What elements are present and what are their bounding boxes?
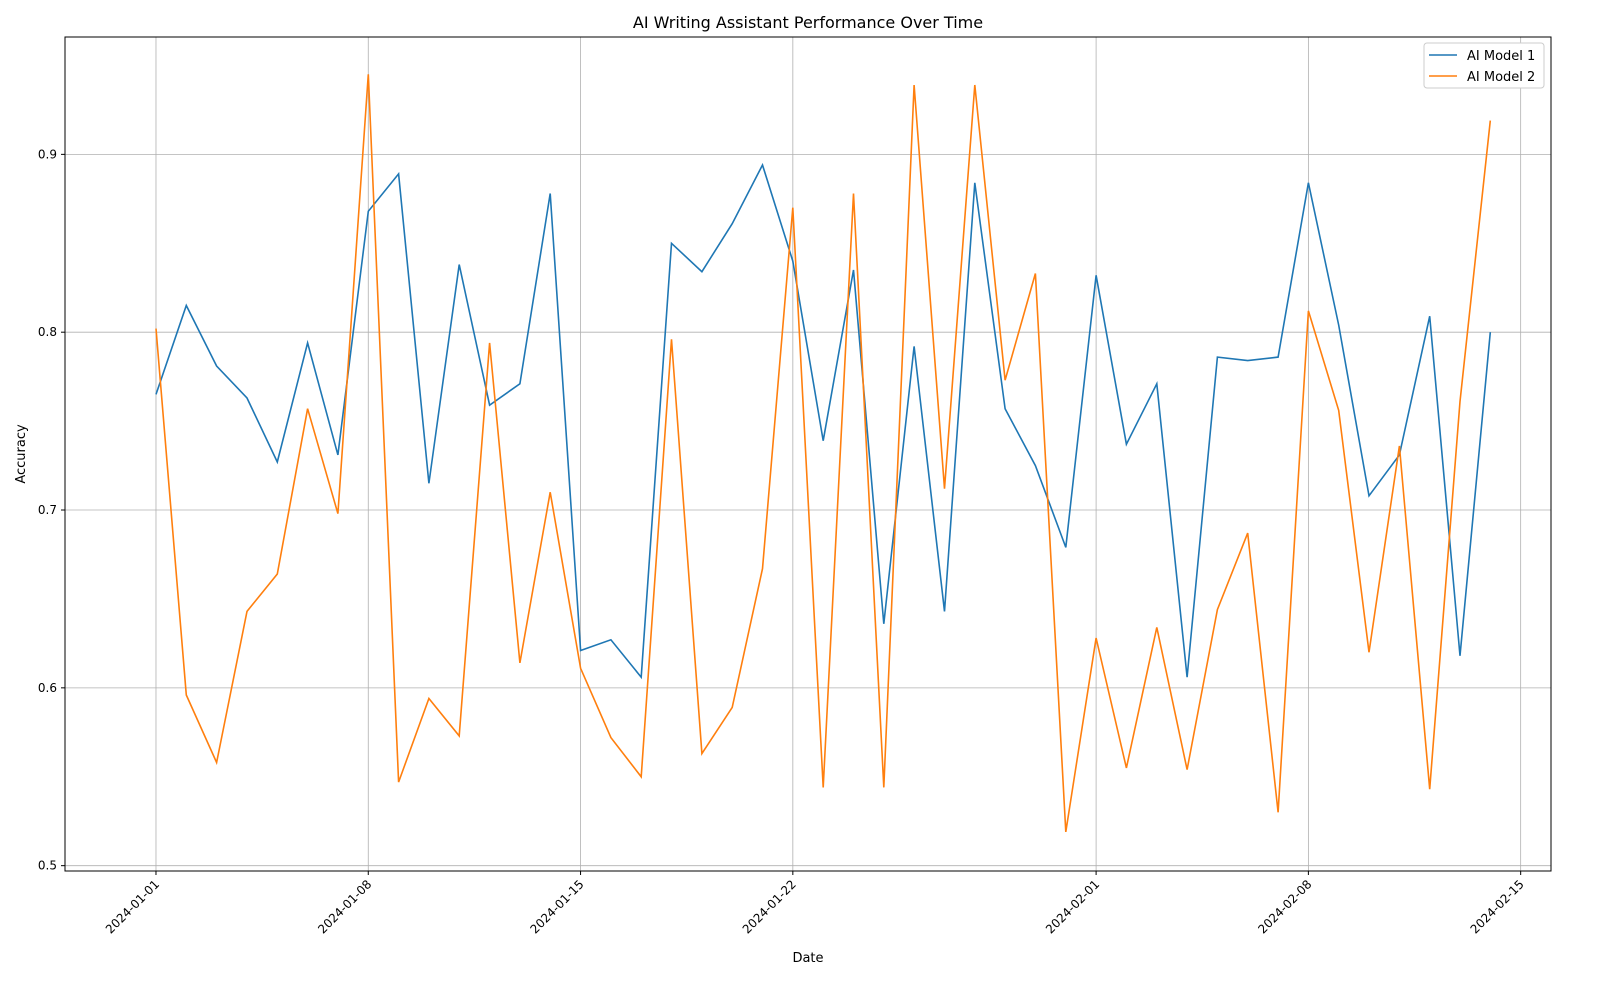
series-line-1: [155, 162, 1492, 680]
y-tick-label: 0.9: [38, 147, 57, 161]
y-axis-label: Accuracy: [14, 424, 29, 484]
y-tick-label: 0.5: [38, 859, 57, 873]
x-tick-label: 2024-02-15: [1468, 877, 1527, 936]
x-tick-label: 2024-01-01: [103, 877, 162, 936]
legend: AI Model 1 AI Model 2: [1423, 42, 1545, 89]
x-tick-label: 2024-01-08: [315, 877, 374, 936]
x-tick-label: 2024-01-15: [527, 877, 586, 936]
legend-label: AI Model 2: [1467, 70, 1535, 85]
x-tick-label: 2024-02-08: [1255, 877, 1314, 936]
x-tick-label: 2024-02-01: [1043, 877, 1102, 936]
x-tick-label: 2024-01-22: [740, 877, 799, 936]
x-axis-label: Date: [792, 951, 823, 966]
plot-frame: [64, 36, 1552, 872]
y-tick-label: 0.8: [38, 325, 57, 339]
series-line-2: [155, 74, 1492, 833]
y-tick-label: 0.6: [38, 681, 57, 695]
chart-title: AI Writing Assistant Performance Over Ti…: [633, 13, 983, 32]
legend-label: AI Model 1: [1467, 49, 1535, 64]
y-tick-label: 0.7: [38, 503, 57, 517]
